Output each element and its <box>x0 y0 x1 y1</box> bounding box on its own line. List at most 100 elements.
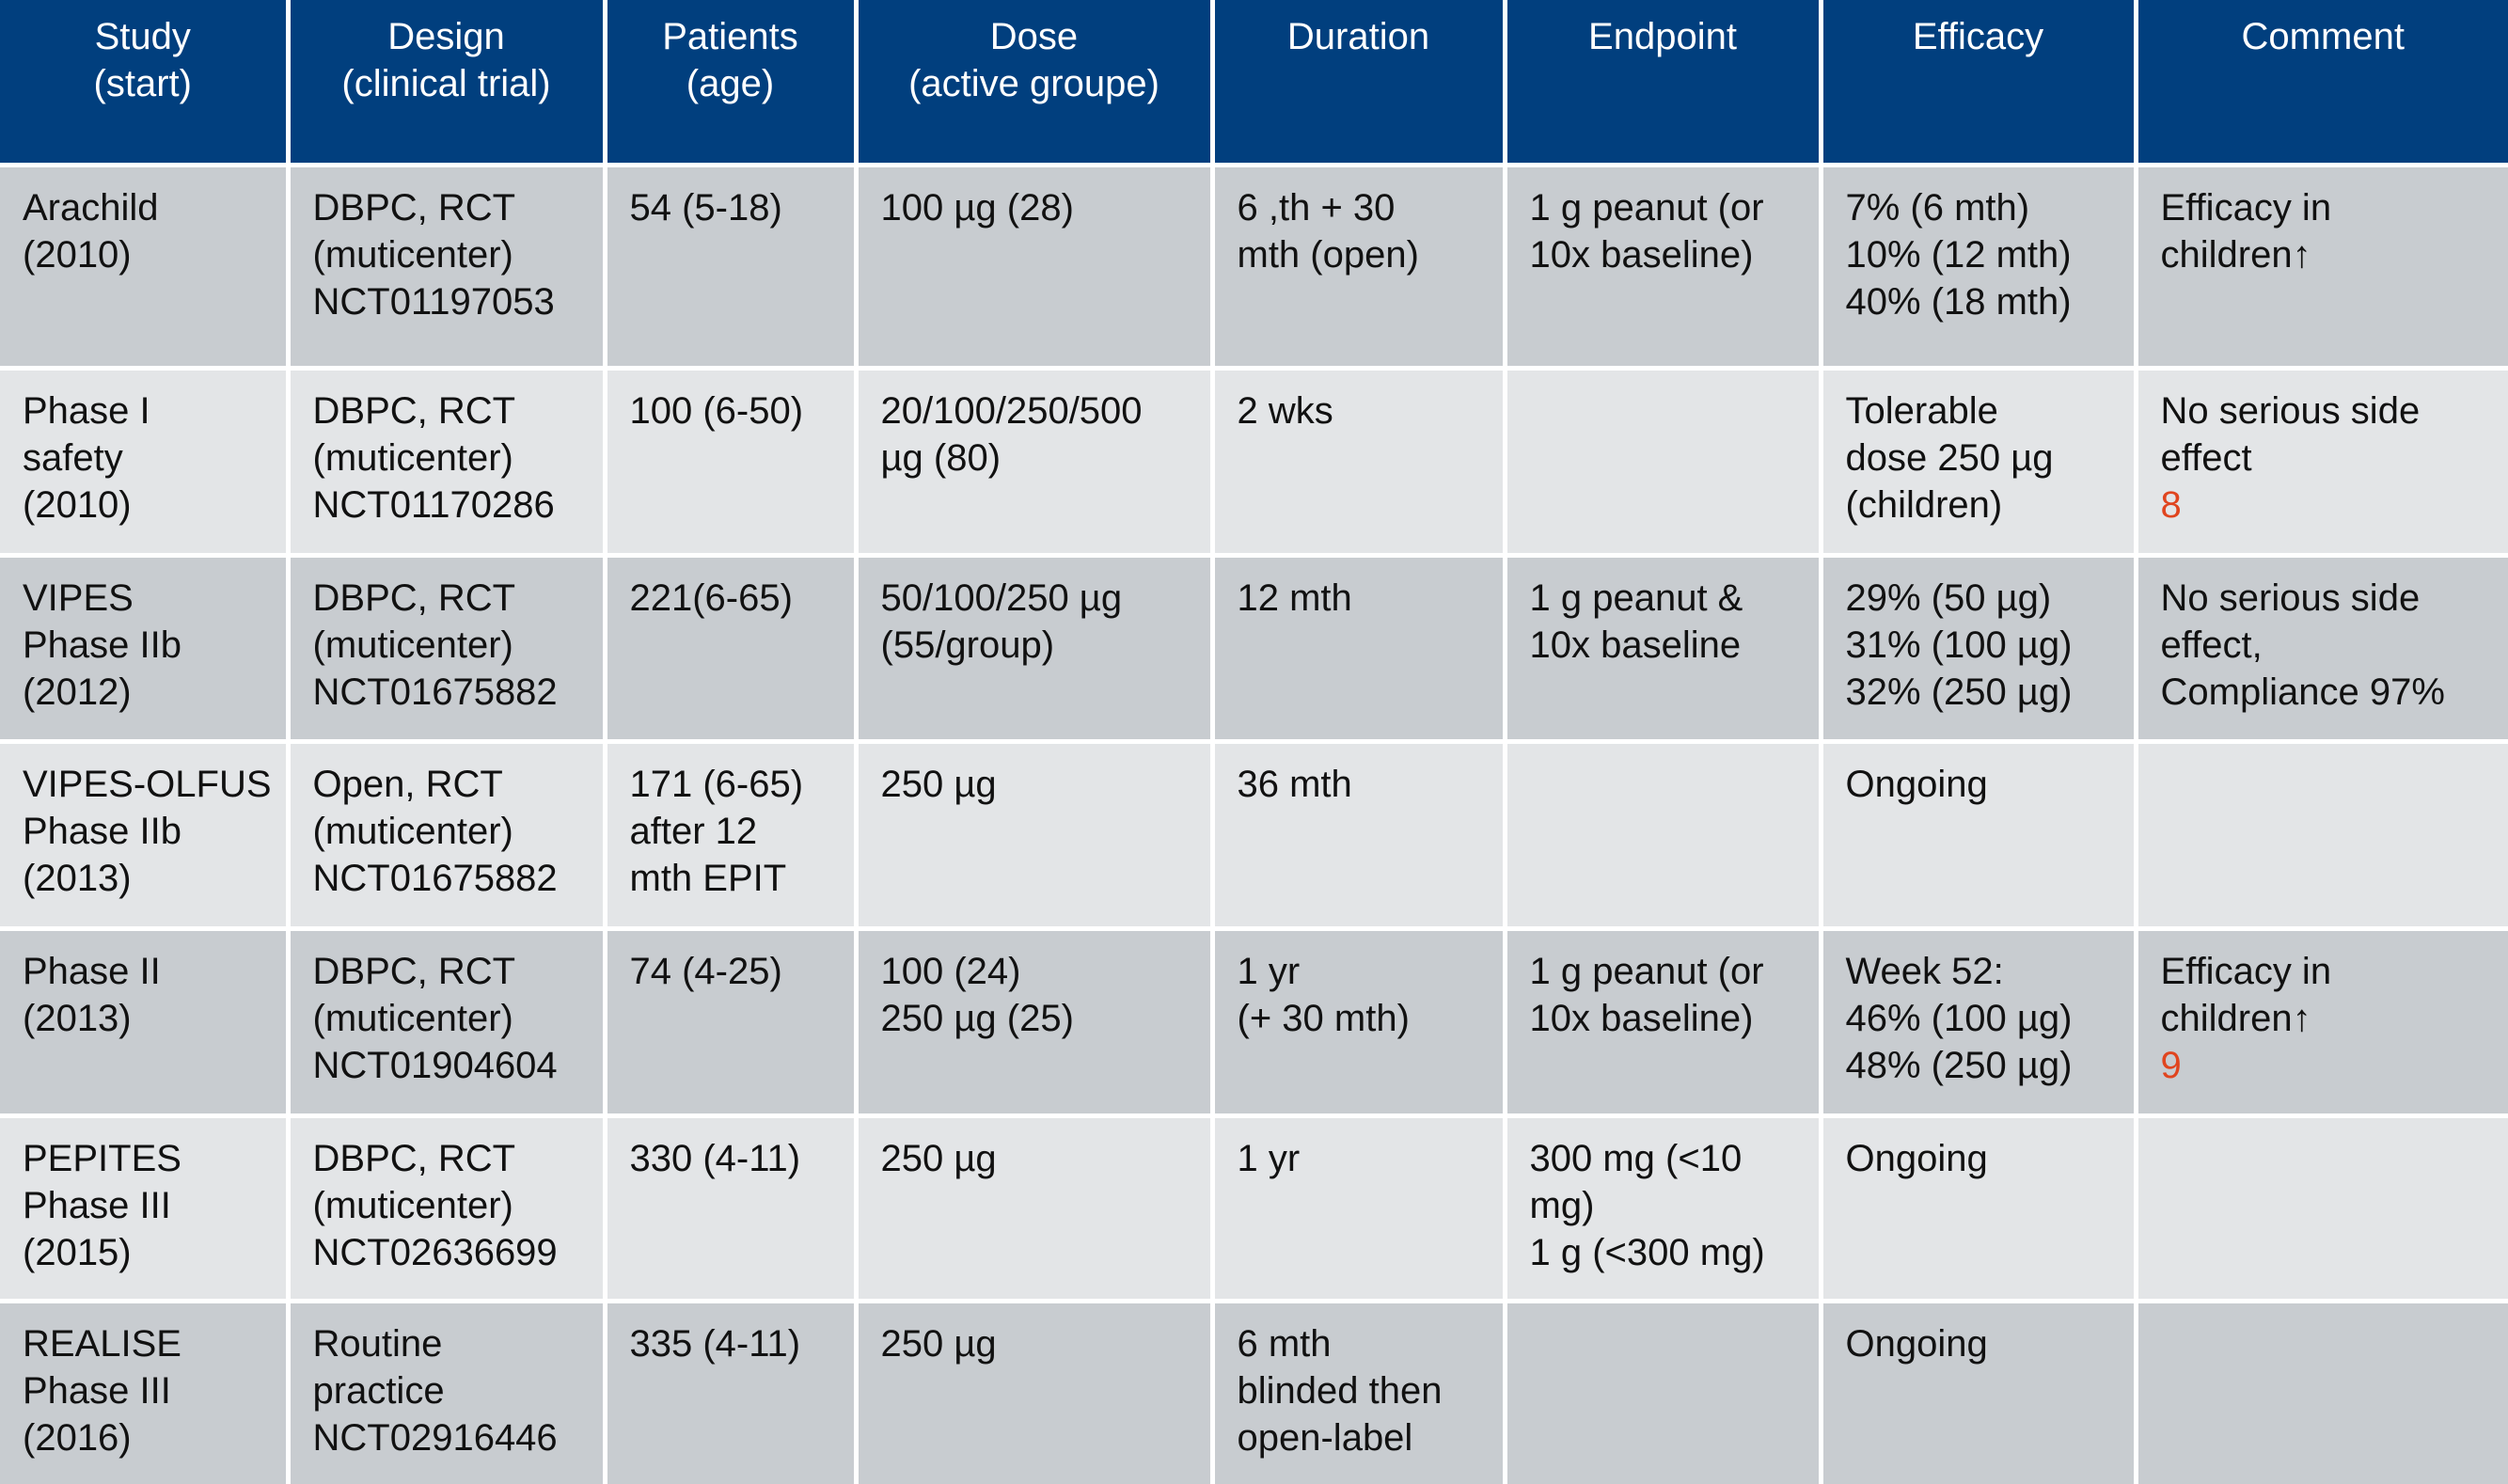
table-cell: Efficacy in children↑ <box>2137 166 2508 366</box>
table-cell: Phase II (2013) <box>0 930 286 1113</box>
table-cell: 2 wks <box>1214 370 1503 553</box>
cell-text: 6 ,th + 30 <box>1237 186 1396 229</box>
cell-text: 2 wks <box>1237 389 1333 432</box>
cell-text: (2010) <box>23 233 132 276</box>
cell-text: (2010) <box>23 483 132 526</box>
cell-text: Phase III <box>23 1184 171 1226</box>
table-cell: VIPES Phase IIb (2012) <box>0 557 286 739</box>
table-cell: Routine practice NCT02916446 <box>290 1302 603 1484</box>
cell-text: effect <box>2160 436 2252 479</box>
cell-text: children↑ <box>2160 997 2311 1039</box>
cell-text: 250 µg <box>880 1137 997 1179</box>
cell-text: NCT01904604 <box>312 1044 558 1086</box>
cell-text: 36 mth <box>1237 763 1352 805</box>
cell-text: (muticenter) <box>312 436 513 479</box>
table-cell: No serious side effect, Compliance 97% <box>2137 557 2508 739</box>
cell-text: 100 (24) <box>880 950 1021 992</box>
cell-text: (muticenter) <box>312 997 513 1039</box>
table-cell: 1 g peanut (or 10x baseline) <box>1506 930 1819 1113</box>
table-cell: DBPC, RCT (muticenter) NCT01197053 <box>290 166 603 366</box>
cell-text: mth (open) <box>1237 233 1419 276</box>
cell-text: µg (80) <box>880 436 1002 479</box>
cell-text: 29% (50 µg) <box>1845 576 2052 619</box>
cell-text: safety <box>23 436 123 479</box>
table-cell <box>2137 1302 2508 1484</box>
table-cell: Arachild (2010) <box>0 166 286 366</box>
cell-text: Phase IIb <box>23 810 182 852</box>
header-cell: Dose (active groupe) <box>858 0 1210 163</box>
table-cell: DBPC, RCT (muticenter) NCT02636699 <box>290 1117 603 1299</box>
table-cell: REALISE Phase III (2016) <box>0 1302 286 1484</box>
table-cell: DBPC, RCT (muticenter) NCT01170286 <box>290 370 603 553</box>
table-cell: Ongoing <box>1822 1117 2134 1299</box>
cell-text: NCT02916446 <box>312 1416 558 1459</box>
cell-text: 250 µg <box>880 763 997 805</box>
cell-text: 48% (250 µg) <box>1845 1044 2073 1086</box>
cell-text: 40% (18 mth) <box>1845 280 2072 323</box>
header-cell: Comment <box>2137 0 2508 163</box>
table-cell: Efficacy in children↑ 9 <box>2137 930 2508 1113</box>
table-cell: 7% (6 mth) 10% (12 mth) 40% (18 mth) <box>1822 166 2134 366</box>
table-cell: Ongoing <box>1822 1302 2134 1484</box>
cell-text: 6 mth <box>1237 1322 1332 1365</box>
cell-text: Ongoing <box>1845 1137 1988 1179</box>
cell-text: (2013) <box>23 857 132 899</box>
table-cell: DBPC, RCT (muticenter) NCT01904604 <box>290 930 603 1113</box>
table-cell: 250 µg <box>858 1302 1210 1484</box>
cell-text: 335 (4-11) <box>629 1322 801 1365</box>
cell-text: PEPITES <box>23 1137 181 1179</box>
header-text: Comment <box>2241 16 2405 57</box>
cell-text: (2013) <box>23 997 132 1039</box>
cell-text: VIPES <box>23 576 134 619</box>
cell-text: 74 (4-25) <box>629 950 782 992</box>
table-cell: Tolerable dose 250 µg (children) <box>1822 370 2134 553</box>
table-cell: 20/100/250/500 µg (80) <box>858 370 1210 553</box>
table-cell: DBPC, RCT (muticenter) NCT01675882 <box>290 557 603 739</box>
table-cell <box>2137 743 2508 926</box>
cell-text: 171 (6-65) <box>629 763 804 805</box>
cell-text: 300 mg (<10 <box>1529 1137 1743 1179</box>
table-cell: VIPES-OLFUS Phase IIb (2013) <box>0 743 286 926</box>
table-cell: 29% (50 µg) 31% (100 µg) 32% (250 µg) <box>1822 557 2134 739</box>
cell-text: 1 yr <box>1237 950 1301 992</box>
table-cell <box>1506 370 1819 553</box>
cell-text: 10x baseline) <box>1529 233 1754 276</box>
cell-text: NCT01675882 <box>312 857 558 899</box>
header-text: Endpoint <box>1588 16 1737 57</box>
cell-text: NCT01675882 <box>312 671 558 713</box>
table-cell: 54 (5-18) <box>607 166 854 366</box>
table-cell: Ongoing <box>1822 743 2134 926</box>
cell-text: NCT01197053 <box>312 280 555 323</box>
cell-text: Phase II <box>23 950 161 992</box>
cell-text: 7% (6 mth) <box>1845 186 2030 229</box>
table-cell: 12 mth <box>1214 557 1503 739</box>
table-cell: No serious side effect 8 <box>2137 370 2508 553</box>
cell-text: after 12 <box>629 810 758 852</box>
header-text: Efficacy <box>1912 16 2044 57</box>
table-cell <box>1506 1302 1819 1484</box>
cell-text: blinded then <box>1237 1369 1443 1412</box>
cell-text: DBPC, RCT <box>312 389 516 432</box>
cell-text: 100 (6-50) <box>629 389 804 432</box>
table-cell: 250 µg <box>858 1117 1210 1299</box>
cell-text: Ongoing <box>1845 763 1988 805</box>
header-cell: Endpoint <box>1506 0 1819 163</box>
header-text: Design <box>387 16 505 57</box>
cell-text: Compliance 97% <box>2160 671 2445 713</box>
cell-text: VIPES-OLFUS <box>23 763 272 805</box>
cell-text: DBPC, RCT <box>312 576 516 619</box>
cell-text: 1 g peanut (or <box>1529 950 1764 992</box>
cell-text: 31% (100 µg) <box>1845 624 2073 666</box>
cell-text: children↑ <box>2160 233 2311 276</box>
cell-text: DBPC, RCT <box>312 186 516 229</box>
table-cell: 221(6-65) <box>607 557 854 739</box>
header-text: Study <box>94 16 191 57</box>
header-text: (age) <box>686 63 775 104</box>
table-cell: 74 (4-25) <box>607 930 854 1113</box>
cell-text: 1 g peanut & <box>1529 576 1743 619</box>
header-cell: Design (clinical trial) <box>290 0 603 163</box>
header-text: Dose <box>989 16 1079 57</box>
cell-text: 250 µg (25) <box>880 997 1074 1039</box>
header-cell: Efficacy <box>1822 0 2134 163</box>
